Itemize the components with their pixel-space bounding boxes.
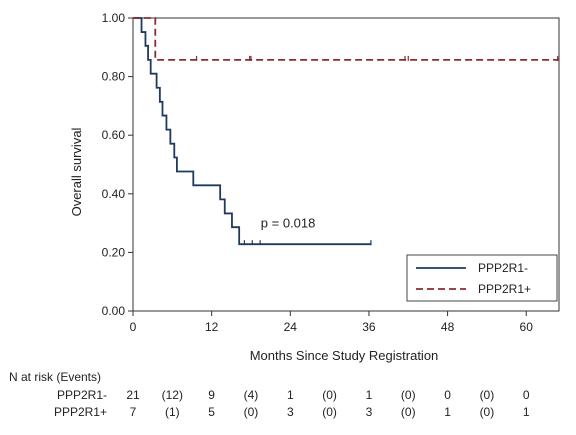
y-tick-label: 0.40 — [102, 187, 126, 201]
y-axis-label: Overall survival — [69, 127, 84, 216]
risk-cell: 0 — [523, 388, 530, 402]
series-layer — [133, 17, 559, 246]
risk-cell: 3 — [287, 405, 294, 419]
y-tick-label: 0.00 — [102, 304, 126, 318]
risk-row-label: PPP2R1- — [57, 388, 107, 402]
series-line-PPP2R1+ — [133, 17, 559, 61]
series-line-PPP2R1- — [133, 17, 372, 246]
risk-cell: 7 — [130, 405, 137, 419]
risk-cell: 9 — [208, 388, 215, 402]
y-tick-label: 1.00 — [102, 11, 126, 25]
p-value-annotation: p = 0.018 — [261, 215, 316, 230]
x-tick-label: 0 — [130, 320, 137, 334]
risk-row-label: PPP2R1+ — [54, 405, 107, 419]
risk-cell: (1) — [165, 405, 180, 419]
legend-label: PPP2R1+ — [478, 282, 531, 296]
y-axis: 0.00 0.20 0.40 0.60 0.80 1.00 — [102, 11, 133, 318]
x-tick-label: 36 — [362, 320, 376, 334]
x-tick-label: 24 — [284, 320, 298, 334]
x-axis: 0 12 24 36 48 60 — [130, 311, 534, 334]
risk-cell: 1 — [523, 405, 530, 419]
risk-cell: (4) — [244, 388, 259, 402]
risk-cell: (0) — [480, 405, 495, 419]
legend-label: PPP2R1- — [478, 261, 528, 275]
x-axis-label: Months Since Study Registration — [250, 348, 439, 363]
risk-cell: 5 — [208, 405, 215, 419]
y-tick-label: 0.20 — [102, 245, 126, 259]
risk-cell: (0) — [244, 405, 259, 419]
risk-cell: 0 — [444, 388, 451, 402]
risk-cell: (0) — [401, 405, 416, 419]
x-tick-label: 60 — [520, 320, 534, 334]
risk-table: N at risk (Events) PPP2R1- 21 (12) 9 (4) 1 (0)… — [9, 370, 530, 419]
risk-cell: (12) — [162, 388, 183, 402]
y-tick-label: 0.60 — [102, 128, 126, 142]
risk-cell: (0) — [480, 388, 495, 402]
risk-table-header: N at risk (Events) — [9, 370, 101, 384]
risk-cell: (0) — [322, 388, 337, 402]
risk-cell: 21 — [126, 388, 140, 402]
risk-cell: (0) — [322, 405, 337, 419]
risk-cell: 1 — [366, 388, 373, 402]
y-tick-label: 0.80 — [102, 70, 126, 84]
x-tick-label: 12 — [205, 320, 219, 334]
risk-cell: (0) — [401, 388, 416, 402]
legend-box — [406, 254, 558, 302]
risk-cell: 1 — [287, 388, 294, 402]
legend: PPP2R1- PPP2R1+ — [406, 254, 558, 302]
plot-frame — [132, 17, 560, 312]
plot-border — [132, 17, 560, 312]
risk-cell: 3 — [366, 405, 373, 419]
x-tick-label: 48 — [441, 320, 455, 334]
risk-cell: 1 — [444, 405, 451, 419]
